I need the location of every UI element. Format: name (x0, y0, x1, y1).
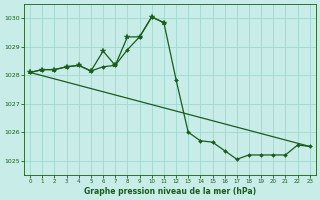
X-axis label: Graphe pression niveau de la mer (hPa): Graphe pression niveau de la mer (hPa) (84, 187, 256, 196)
